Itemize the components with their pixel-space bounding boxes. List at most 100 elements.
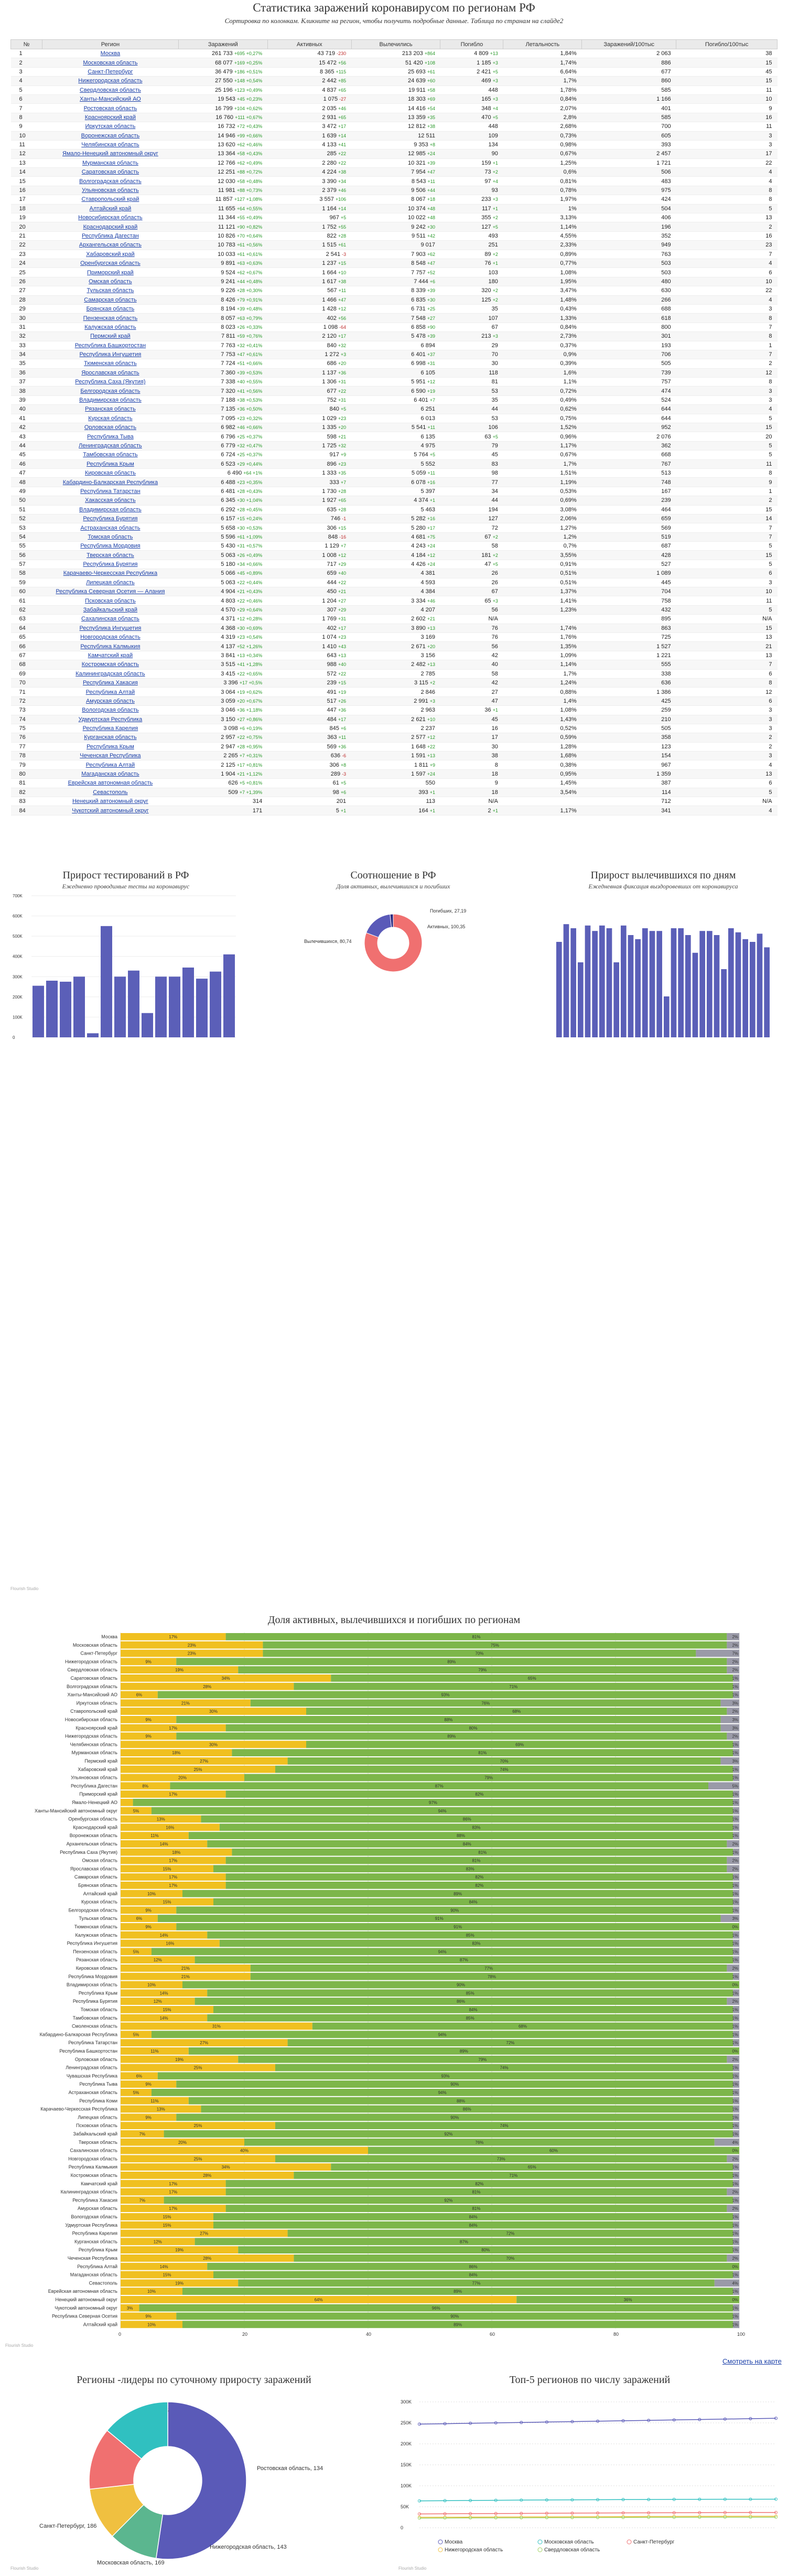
region-link[interactable]: Республика Крым (87, 460, 134, 467)
table-row[interactable]: 13 Мурманская область 12 766 +62 +0,49% 2 28… (10, 158, 778, 168)
region-link[interactable]: Республика Ингушетия (79, 351, 142, 358)
table-row[interactable]: 83 Ненецкий автономный округ 314 201 113 N/A 7… (10, 797, 778, 807)
region-cell[interactable]: Сахалинская область (42, 614, 179, 624)
region-cell[interactable]: Курганская область (42, 733, 179, 743)
region-link[interactable]: Краснодарский край (83, 223, 138, 230)
region-link[interactable]: Липецкая область (86, 579, 135, 586)
region-cell[interactable]: Хакасская область (42, 496, 179, 506)
table-row[interactable]: 81 Еврейская автономная область 626 +5 +0,8… (10, 778, 778, 788)
region-link[interactable]: Еврейская автономная область (68, 780, 153, 787)
region-link[interactable]: Омская область (89, 278, 132, 285)
region-cell[interactable]: Ненецкий автономный округ (42, 797, 179, 807)
region-link[interactable]: Магаданская область (81, 771, 139, 778)
region-cell[interactable]: Ставропольский край (42, 195, 179, 205)
region-link[interactable]: Сахалинская область (81, 616, 139, 622)
table-row[interactable]: 78 Чеченская Республика 2 265 +7 +0,31% 636-… (10, 751, 778, 761)
table-row[interactable]: 20 Краснодарский край 11 121 +90 +0,82% 1 75… (10, 222, 778, 232)
table-row[interactable]: 38 Белгородская область 7 320 +41 +0,56% 677… (10, 386, 778, 396)
region-link[interactable]: Республика Северная Осетия — Алания (56, 588, 165, 595)
region-link[interactable]: Тульская область (87, 287, 134, 294)
region-link[interactable]: Республика Хакасия (82, 680, 138, 686)
table-row[interactable]: 14 Саратовская область 12 251 +88 +0,72% 4 2… (10, 167, 778, 177)
table-row[interactable]: 56 Тверская область 5 063 +26 +0,49% 1 008 +1… (10, 550, 778, 560)
table-row[interactable]: 84 Чукотский автономный округ 171 5 +1 164 +1 2… (10, 806, 778, 815)
region-link[interactable]: Республика Бурятия (83, 516, 138, 522)
table-row[interactable]: 47 Кировская область 6 490 +64 +1% 1 333 +35 5… (10, 468, 778, 478)
table-row[interactable]: 16 Ульяновская область 11 981 +88 +0,73% 2 3… (10, 186, 778, 196)
region-cell[interactable]: Республика Бурятия (42, 514, 179, 524)
table-row[interactable]: 17 Ставропольский край 11 857 +127 +1,08% 3 … (10, 195, 778, 205)
table-row[interactable]: 24 Оренбургская область 9 891 +63 +0,63% 1 2… (10, 259, 778, 269)
region-link[interactable]: Курская область (88, 415, 133, 422)
region-cell[interactable]: Ростовская область (42, 103, 179, 113)
region-cell[interactable]: Воронежская область (42, 131, 179, 141)
region-link[interactable]: Санкт-Петербург (88, 68, 133, 75)
region-cell[interactable]: Еврейская автономная область (42, 778, 179, 788)
table-row[interactable]: 75 Республика Карелия 3 098 +6 +0,19% 845 +6 2… (10, 724, 778, 734)
region-cell[interactable]: Псковская область (42, 596, 179, 606)
table-row[interactable]: 21 Республика Дагестан 10 826 +70 +0,64% 822… (10, 231, 778, 241)
table-row[interactable]: 54 Томская область 5 596 +61 +1,09% 848 -16 4 … (10, 532, 778, 542)
region-cell[interactable]: Республика Северная Осетия — Алания (42, 587, 179, 597)
region-cell[interactable]: Ханты-Мансийский АО (42, 94, 179, 104)
region-link[interactable]: Тюменская область (84, 360, 137, 367)
region-link[interactable]: Хабаровский край (86, 251, 135, 257)
region-link[interactable]: Челябинская область (81, 142, 139, 148)
region-cell[interactable]: Тюменская область (42, 359, 179, 369)
region-link[interactable]: Республика Саха (Якутия) (75, 379, 146, 385)
table-row[interactable]: 30 Пензенская область 8 057 +63 +0,79% 402 +5… (10, 313, 778, 323)
region-cell[interactable]: Республика Башкортостан (42, 341, 179, 350)
region-cell[interactable]: Томская область (42, 532, 179, 542)
region-link[interactable]: Ленинградская область (79, 442, 142, 449)
table-row[interactable]: 7 Ростовская область 16 799 +104 +0,62% 2 03… (10, 103, 778, 113)
region-link[interactable]: Владимирская область (79, 506, 142, 513)
region-cell[interactable]: Республика Бурятия (42, 560, 179, 570)
region-cell[interactable]: Курская область (42, 414, 179, 424)
region-cell[interactable]: Камчатский край (42, 651, 179, 661)
region-link[interactable]: Красноярский край (84, 114, 136, 121)
region-cell[interactable]: Удмуртская Республика (42, 715, 179, 724)
region-link[interactable]: Московская область (83, 59, 138, 66)
region-cell[interactable]: Вологодская область (42, 705, 179, 715)
region-cell[interactable]: Калининградская область (42, 669, 179, 679)
region-cell[interactable]: Белгородская область (42, 386, 179, 396)
region-link[interactable]: Ростовская область (83, 105, 137, 112)
region-cell[interactable]: Тамбовская область (42, 450, 179, 460)
region-link[interactable]: Вологодская область (82, 707, 139, 714)
region-link[interactable]: Брянская область (86, 306, 135, 313)
region-cell[interactable]: Республика Дагестан (42, 231, 179, 241)
region-cell[interactable]: Владимирская область (42, 505, 179, 514)
table-row[interactable]: 6 Ханты-Мансийский АО 19 543 +45 +0,23% 1 07… (10, 94, 778, 104)
region-cell[interactable]: Республика Ингушетия (42, 624, 179, 634)
region-cell[interactable]: Ямало-Ненецкий автономный округ (42, 149, 179, 159)
region-cell[interactable]: Рязанская область (42, 404, 179, 414)
table-row[interactable]: 62 Забайкальский край 4 570 +29 +0,64% 307 +2… (10, 605, 778, 615)
region-link[interactable]: Волгоградская область (79, 178, 142, 185)
region-link[interactable]: Забайкальский край (83, 607, 138, 614)
table-row[interactable]: 40 Рязанская область 7 135 +36 +0,50% 840 +5 6… (10, 404, 778, 414)
region-link[interactable]: Москва (100, 50, 121, 57)
region-link[interactable]: Астраханская область (80, 524, 141, 531)
region-link[interactable]: Пензенская область (83, 315, 138, 321)
region-cell[interactable]: Санкт-Петербург (42, 67, 179, 77)
table-row[interactable]: 65 Новгородская область 4 319 +23 +0,54% 1 0… (10, 632, 778, 642)
region-link[interactable]: Тамбовская область (83, 452, 138, 458)
table-row[interactable]: 61 Псковская область 4 803 +22 +0,46% 1 204 +… (10, 596, 778, 606)
region-link[interactable]: Архангельская область (79, 242, 142, 249)
region-cell[interactable]: Республика Крым (42, 742, 179, 752)
table-row[interactable]: 29 Брянская область 8 194 +39 +0,48% 1 428 +1… (10, 304, 778, 314)
table-row[interactable]: 73 Вологодская область 3 046 +36 +1,18% 447 +… (10, 705, 778, 715)
table-row[interactable]: 23 Хабаровский край 10 033 +61 +0,61% 2 541-… (10, 250, 778, 259)
table-row[interactable]: 44 Ленинградская область 6 779 +32 +0,47% 1 … (10, 441, 778, 451)
region-cell[interactable]: Чеченская Республика (42, 751, 179, 761)
region-link[interactable]: Амурская область (85, 697, 135, 704)
table-row[interactable]: 79 Республика Алтай 2 125 +17 +0,81% 306 +8 1 … (10, 760, 778, 770)
column-header[interactable]: Активных (267, 39, 352, 49)
region-link[interactable]: Нижегородская область (78, 78, 143, 84)
region-link[interactable]: Ханты-Мансийский АО (80, 96, 141, 103)
region-cell[interactable]: Пензенская область (42, 313, 179, 323)
table-row[interactable]: 64 Республика Ингушетия 4 368 +30 +0,69% 402… (10, 624, 778, 634)
table-row[interactable]: 58 Карачаево-Черкесская Республика 5 066 +4… (10, 568, 778, 578)
region-cell[interactable]: Новгородская область (42, 632, 179, 642)
region-link[interactable]: Калининградская область (75, 670, 145, 677)
